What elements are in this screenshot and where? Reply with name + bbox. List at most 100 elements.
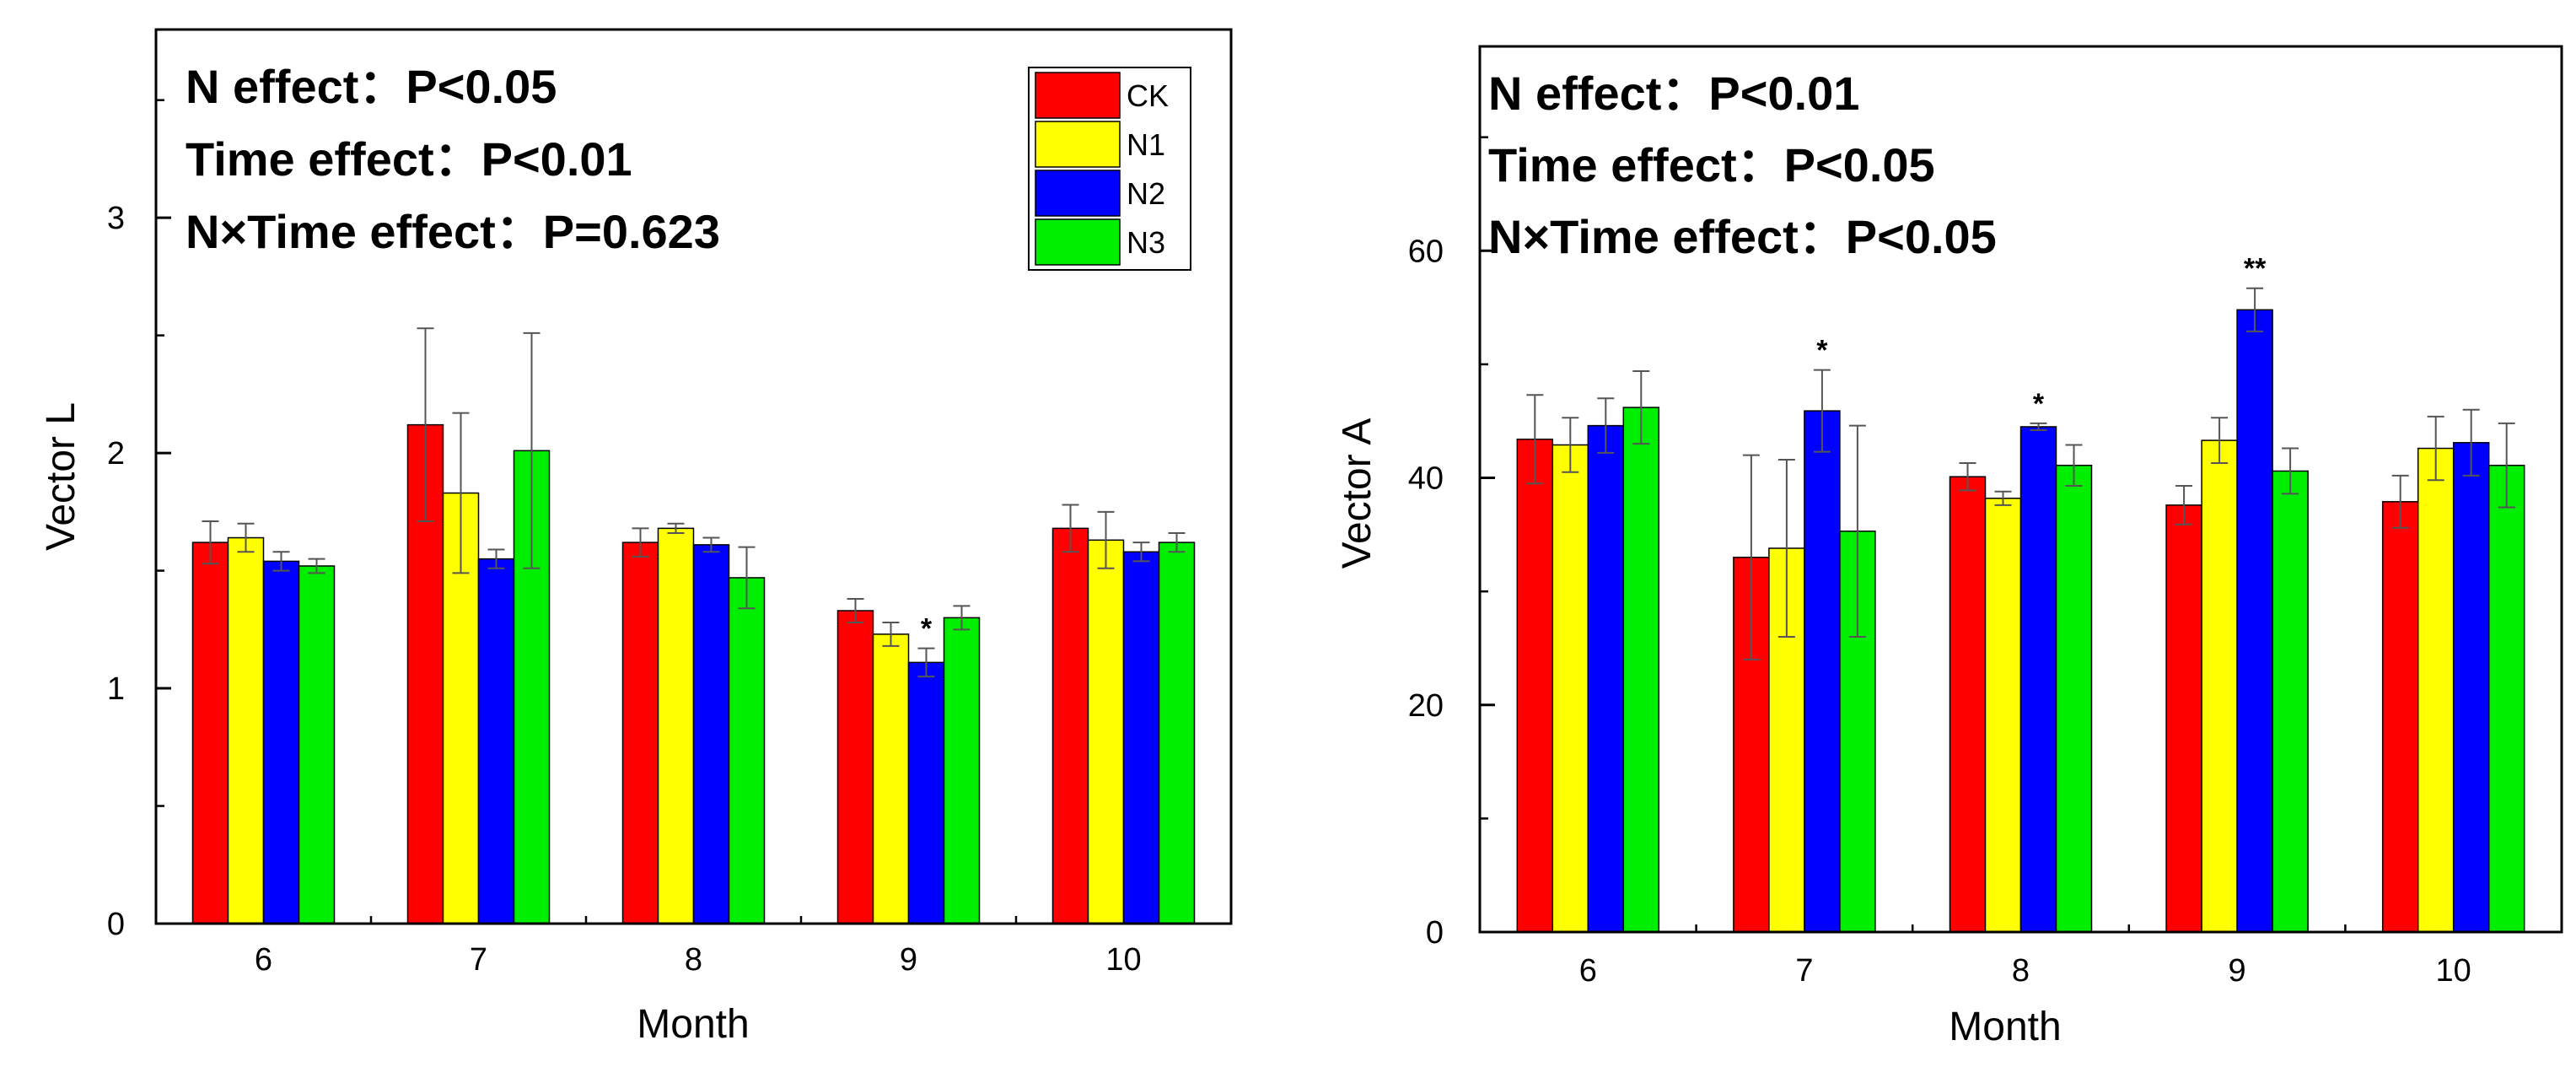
error-bar — [2498, 422, 2515, 509]
x-tick-label: 8 — [685, 942, 702, 978]
annotations: N effect：P<0.01 Time effect：P<0.05 N×Tim… — [1488, 67, 1997, 263]
bar-n3-9 — [943, 617, 981, 924]
bar-ck-6 — [1516, 439, 1554, 933]
bar-n3-9 — [2272, 470, 2309, 933]
x-tick-label: 6 — [255, 942, 272, 978]
error-bar — [632, 527, 649, 558]
x-tick-label: 7 — [470, 942, 487, 978]
error-bar — [417, 327, 434, 522]
x-tick-label: 6 — [1579, 953, 1597, 989]
error-bar — [1562, 417, 1579, 473]
x-tick-label: 10 — [1105, 942, 1141, 978]
error-bar — [882, 621, 900, 647]
bar-n1-10 — [1087, 539, 1125, 924]
error-bar — [1959, 462, 1976, 492]
error-bar — [1526, 394, 1544, 485]
legend-label-n3: N3 — [1127, 225, 1165, 260]
bars — [191, 327, 1196, 924]
y-tick-label: 0 — [1426, 915, 1444, 951]
plot-frame — [154, 28, 1233, 925]
bar-n2-10 — [2452, 442, 2490, 933]
bar-ck-6 — [191, 542, 229, 924]
bar-n2-9 — [2236, 309, 2273, 933]
bar-n1-8 — [657, 527, 695, 924]
error-bar — [1777, 459, 1795, 638]
legend: CK N1 N2 N3 — [1028, 67, 1191, 271]
significance-marker: ** — [2244, 253, 2267, 285]
error-bar — [2462, 408, 2480, 477]
error-bar — [1848, 424, 1866, 638]
y-tick-label: 40 — [1408, 461, 1444, 497]
error-bar — [847, 598, 864, 623]
bar-n3-8 — [728, 577, 766, 924]
error-bar — [2391, 474, 2409, 529]
annotation-interaction-effect: N×Time effect：P=0.623 — [186, 205, 720, 258]
bar-n3-10 — [1158, 542, 1196, 924]
x-axis-title: Month — [637, 1002, 749, 1047]
x-tick-label: 8 — [2012, 953, 2030, 989]
significance-marker: * — [1816, 335, 1828, 367]
x-axis: 6 7 8 9 10 — [1579, 919, 2471, 989]
bar-n2-10 — [1122, 551, 1160, 924]
x-tick-label: 9 — [2229, 953, 2246, 989]
error-bar — [1632, 370, 1650, 445]
error-bar — [2282, 447, 2299, 495]
error-bar — [1097, 510, 1115, 569]
error-bar — [2065, 444, 2083, 487]
y-tick-label: 3 — [107, 201, 125, 236]
legend-swatch-n2 — [1035, 170, 1121, 217]
bar-n1-6 — [1552, 444, 1589, 933]
bar-n2-6 — [262, 560, 300, 924]
annotation-time-effect: Time effect：P<0.01 — [186, 132, 632, 186]
y-axis-title: Vector A — [1335, 418, 1379, 569]
error-bar — [2246, 287, 2264, 332]
error-bar — [917, 647, 935, 678]
error-bar — [1168, 531, 1186, 553]
x-axis-title: Month — [1949, 1005, 2061, 1049]
bar-ck-8 — [621, 542, 659, 924]
error-bar — [1994, 490, 2012, 506]
plot-frame — [1478, 45, 2563, 934]
annotation-n-effect: N effect：P<0.05 — [186, 60, 557, 113]
error-bar — [308, 558, 325, 574]
error-bar — [1813, 369, 1831, 453]
y-axis: 0 1 2 3 — [107, 99, 171, 942]
annotation-n-effect: N effect：P<0.01 — [1488, 67, 1859, 120]
x-tick-label: 10 — [2436, 953, 2471, 989]
error-bar — [2427, 415, 2444, 482]
annotation-time-effect: Time effect：P<0.05 — [1488, 138, 1935, 191]
legend-swatch-n3 — [1035, 218, 1121, 266]
y-tick-label: 20 — [1408, 688, 1444, 724]
error-bar — [1742, 454, 1760, 660]
error-bar — [953, 605, 971, 631]
legend-swatch-ck — [1035, 72, 1121, 119]
error-bar — [487, 548, 505, 569]
bar-ck-8 — [1949, 476, 1987, 933]
bar-ck-10 — [1051, 527, 1089, 924]
error-bar — [237, 522, 255, 553]
y-tick-label: 0 — [107, 907, 125, 942]
legend-label-n1: N1 — [1127, 127, 1165, 162]
error-bar — [523, 331, 540, 569]
significance-marker: * — [2033, 388, 2045, 420]
x-tick-label: 7 — [1795, 953, 1813, 989]
error-bar — [452, 412, 470, 574]
bar-n2-6 — [1587, 424, 1625, 933]
bar-ck-9 — [836, 610, 874, 924]
bar-n2-8 — [692, 544, 730, 924]
annotation-interaction-effect: N×Time effect：P<0.05 — [1488, 210, 1997, 263]
bar-n3-10 — [2487, 464, 2525, 933]
bar-n1-8 — [1984, 498, 2022, 933]
error-bar — [702, 536, 720, 553]
bar-n1-9 — [872, 633, 910, 924]
bar-n2-9 — [907, 661, 945, 924]
bar-n3-6 — [1622, 407, 1660, 933]
bar-n2-7 — [477, 558, 515, 924]
error-bar — [1597, 397, 1615, 454]
bar-n3-6 — [298, 565, 336, 924]
bar-n1-9 — [2201, 439, 2238, 933]
chart-vector-l: Month Vector L 0 1 2 3 6 7 8 9 10 * N effect：P<0.… — [39, 28, 1233, 1047]
error-bar — [2030, 422, 2047, 431]
